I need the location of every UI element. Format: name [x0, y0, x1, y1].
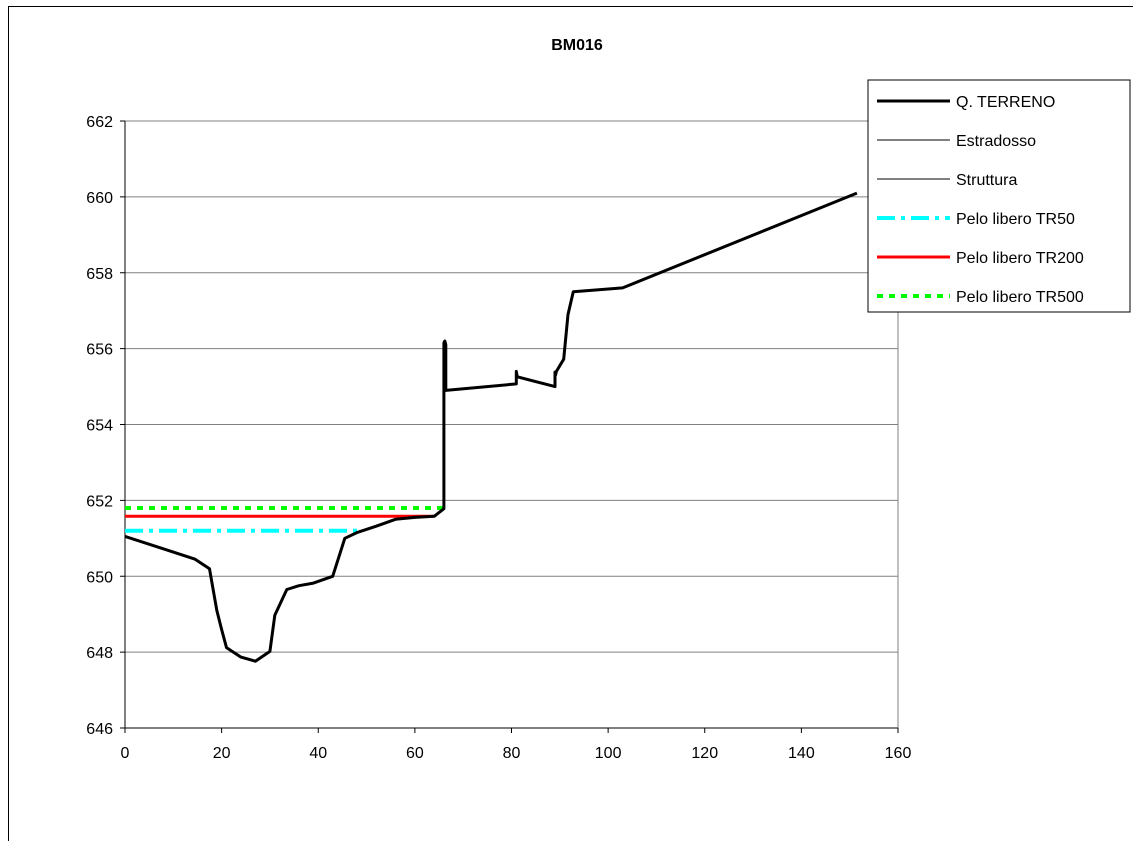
y-tick-label: 648: [86, 645, 113, 662]
x-tick-label: 0: [121, 745, 130, 762]
x-tick-label: 120: [691, 745, 718, 762]
legend-label: Struttura: [956, 172, 1017, 189]
y-tick-label: 656: [86, 342, 113, 359]
x-tick-label: 140: [788, 745, 815, 762]
y-tick-label: 660: [86, 190, 113, 207]
legend-label: Estradosso: [956, 133, 1036, 150]
chart-title: BM016: [551, 37, 603, 54]
legend-box: [868, 80, 1130, 312]
y-tick-label: 654: [86, 418, 113, 435]
y-tick-label: 662: [86, 114, 113, 131]
legend-label: Pelo libero TR200: [956, 250, 1084, 267]
x-tick-label: 80: [503, 745, 521, 762]
x-tick-label: 40: [309, 745, 327, 762]
y-tick-label: 658: [86, 266, 113, 283]
legend-label: Pelo libero TR50: [956, 211, 1075, 228]
y-tick-label: 650: [86, 569, 113, 586]
x-tick-label: 160: [885, 745, 912, 762]
x-tick-label: 100: [595, 745, 622, 762]
y-tick-label: 652: [86, 493, 113, 510]
legend-label: Q. TERRENO: [956, 94, 1055, 111]
legend-label: Pelo libero TR500: [956, 289, 1084, 306]
legend: Q. TERRENO Estradosso Struttura Pelo libero…: [868, 80, 1130, 312]
x-tick-label: 60: [406, 745, 424, 762]
y-tick-label: 646: [86, 721, 113, 738]
x-tick-label: 20: [213, 745, 231, 762]
